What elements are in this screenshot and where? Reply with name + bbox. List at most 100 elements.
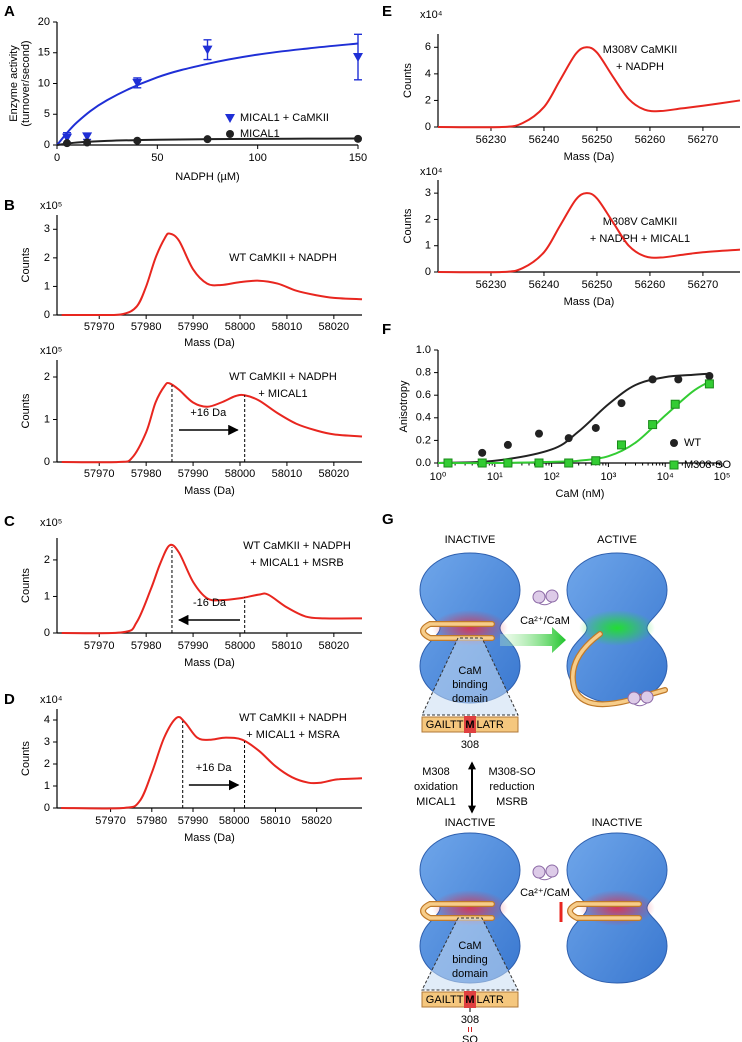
y-axis-label: Counts [20, 568, 32, 603]
y-axis-label: Counts [20, 247, 32, 282]
x-tick-label: 10⁰ [430, 471, 447, 483]
state-label: INACTIVE [592, 817, 643, 829]
x-axis-label: NADPH (µM) [175, 171, 239, 183]
y-tick-label: 2 [44, 758, 50, 770]
x-tick-label: 57990 [178, 640, 209, 652]
bond [468, 1027, 472, 1032]
y-tick-label: 1 [425, 240, 431, 252]
y-tick-label: 1 [44, 780, 50, 792]
x-tick-label: 57990 [178, 321, 209, 333]
x-tick-label: 10⁴ [657, 471, 674, 483]
y-multiplier: x10⁵ [40, 517, 62, 529]
x-tick-label: 58010 [272, 468, 303, 480]
x-axis-label: Mass (Da) [184, 337, 235, 349]
panel-letter: E [382, 3, 392, 20]
fit-curve [437, 372, 710, 464]
data-point [63, 139, 72, 148]
spectrum-line [61, 543, 363, 635]
y-tick-label: 0.8 [416, 367, 431, 379]
spectrum-line [61, 232, 363, 317]
reduction-label: M308-SO [488, 766, 536, 778]
cam-lobe [545, 589, 559, 603]
data-point [477, 458, 487, 468]
y-tick-label: 0.0 [416, 457, 431, 469]
cam-lobe [640, 690, 654, 704]
y-tick-label: 1 [44, 413, 50, 425]
y-tick-label: 2 [425, 94, 431, 106]
y-axis-label: (turnover/second) [20, 40, 32, 126]
sequence: LATR [477, 994, 504, 1006]
y-tick-label: 0.6 [416, 389, 431, 401]
data-point [591, 456, 601, 466]
x-tick-label: 58020 [319, 321, 350, 333]
annotation: WT CaMKII + NADPH [229, 371, 337, 383]
ligand-label: Ca²⁺/CaM [520, 887, 570, 899]
data-point [705, 371, 714, 380]
panel-letter: D [4, 691, 15, 708]
y-multiplier: x10⁵ [40, 200, 62, 212]
spectrum-line [61, 381, 363, 464]
x-tick-label: 57990 [178, 815, 209, 827]
domain-label: binding [452, 679, 487, 691]
domain-label: CaM [458, 940, 481, 952]
reduction-label: MSRB [496, 796, 528, 808]
residue-number: 308 [461, 1014, 479, 1026]
x-tick-label: 58000 [225, 321, 256, 333]
y-axis-label: Anisotropy [398, 380, 410, 432]
data-point [564, 458, 574, 468]
cam-lobe [532, 590, 546, 604]
x-tick-label: 10³ [600, 471, 616, 483]
annotation: + MICAL1 + MSRB [250, 557, 344, 569]
reduction-label: reduction [489, 781, 534, 793]
annotation: WT CaMKII + NADPH [239, 712, 347, 724]
sequence-residue: M [465, 719, 474, 731]
data-point [648, 375, 657, 384]
data-point [202, 45, 213, 55]
annotation: + MICAL1 + MSRA [246, 729, 340, 741]
strand [571, 632, 667, 706]
x-axis-label: Mass (Da) [184, 832, 235, 844]
y-tick-label: 3 [44, 736, 50, 748]
legend-marker [226, 130, 234, 138]
x-axis-label: Mass (Da) [564, 151, 615, 163]
residue-highlight [464, 716, 476, 733]
y-axis-label: Counts [20, 741, 32, 776]
legend-label: MICAL1 [240, 128, 280, 140]
data-point [617, 399, 626, 408]
x-tick-label: 56270 [688, 279, 719, 291]
data-point [354, 134, 362, 143]
y-tick-label: 2 [425, 213, 431, 225]
y-axis-label: Counts [402, 63, 414, 98]
legend-marker [669, 460, 679, 470]
x-tick-label: 58020 [319, 640, 350, 652]
x-tick-label: 100 [248, 152, 266, 164]
x-tick-label: 56260 [635, 134, 666, 146]
data-point [353, 53, 363, 63]
oxidation-label: M308 [422, 766, 450, 778]
spectrum-line [437, 46, 741, 129]
y-tick-label: 20 [38, 16, 50, 28]
strand [421, 622, 494, 640]
x-tick-label: 58010 [272, 640, 303, 652]
cam-linker [538, 876, 553, 881]
panel-letter: B [4, 197, 15, 214]
spectrum-line [437, 192, 741, 274]
y-multiplier: x10⁴ [40, 694, 63, 706]
oxidation-label: oxidation [414, 781, 458, 793]
residue-highlight [464, 991, 476, 1008]
x-tick-label: 56250 [582, 134, 613, 146]
cam-linker [633, 702, 648, 707]
y-tick-label: 0 [44, 627, 50, 639]
y-tick-label: 1.0 [416, 344, 431, 356]
y-axis-label: Counts [402, 208, 414, 243]
x-tick-label: 56270 [688, 134, 719, 146]
y-tick-label: 1 [44, 280, 50, 292]
x-tick-label: 56260 [635, 279, 666, 291]
sequence: LATR [477, 719, 504, 731]
y-tick-label: 10 [38, 77, 50, 89]
ligand-label: Ca²⁺/CaM [520, 615, 570, 627]
protein [566, 552, 668, 704]
fit-curve [56, 42, 359, 146]
